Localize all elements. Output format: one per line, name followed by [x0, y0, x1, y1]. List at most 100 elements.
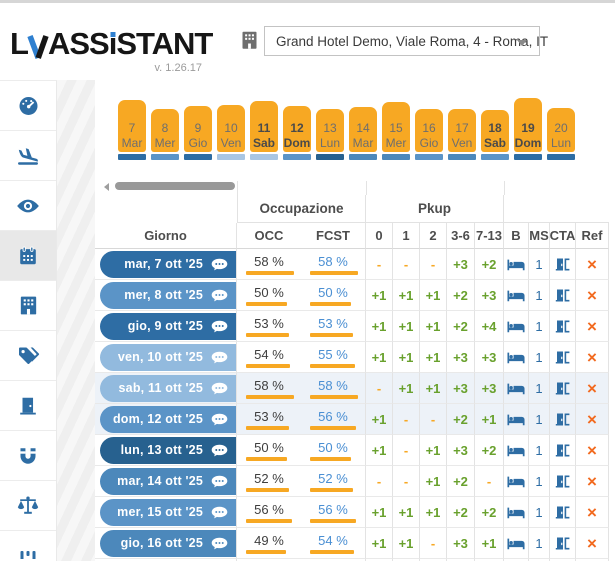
- day-pill[interactable]: mar, 14 ott '25: [100, 467, 236, 495]
- sidebar-item-hotel[interactable]: [0, 281, 56, 331]
- scroll-left-icon[interactable]: [104, 183, 109, 191]
- comment-icon[interactable]: [211, 351, 228, 364]
- date-chip[interactable]: 8 Mer: [151, 109, 179, 160]
- date-chip[interactable]: 18 Sab: [481, 110, 509, 160]
- table-column-header: Giorno OCC FCST 0 1 2 3-6 7-13 B MS CTA …: [95, 223, 609, 249]
- date-chip[interactable]: 12 Dom: [283, 106, 311, 160]
- bed-icon[interactable]: [507, 537, 525, 550]
- sidebar-item-magnet[interactable]: [0, 431, 56, 481]
- date-chip-number: 15: [389, 121, 403, 135]
- ms-value: 1: [529, 311, 550, 342]
- bed-icon[interactable]: [507, 475, 525, 488]
- day-pill[interactable]: mar, 7 ott '25: [100, 250, 236, 278]
- date-chip[interactable]: 15 Mer: [382, 102, 410, 160]
- delete-x-icon[interactable]: ×: [587, 347, 597, 367]
- door-open-icon[interactable]: [555, 319, 571, 334]
- fcst-value: 56 %: [318, 502, 348, 517]
- day-pill[interactable]: dom, 12 ott '25: [100, 405, 236, 433]
- door-open-icon[interactable]: [555, 443, 571, 458]
- pickup-2-value: +1: [420, 435, 447, 466]
- date-chip[interactable]: 10 Ven: [217, 105, 245, 160]
- delete-x-icon[interactable]: ×: [587, 440, 597, 460]
- pickup-0-value: -: [366, 249, 393, 280]
- door-open-icon[interactable]: [555, 288, 571, 303]
- date-chip[interactable]: 16 Gio: [415, 109, 443, 160]
- background-texture: [57, 80, 95, 561]
- bed-icon[interactable]: [507, 258, 525, 271]
- giorno-cell: mar, 14 ott '25: [95, 466, 237, 497]
- bed-icon[interactable]: [507, 506, 525, 519]
- pickup-2-value: +1: [420, 280, 447, 311]
- sidebar-item-arrivals[interactable]: [0, 131, 56, 181]
- cta-cell: [550, 311, 576, 342]
- sidebar-item-dashboard[interactable]: [0, 81, 56, 131]
- comment-icon[interactable]: [211, 320, 228, 333]
- comment-icon[interactable]: [211, 289, 228, 302]
- day-pill[interactable]: gio, 16 ott '25: [100, 529, 236, 557]
- date-chip[interactable]: 13 Lun: [316, 109, 344, 160]
- day-pill[interactable]: sab, 11 ott '25: [100, 374, 236, 402]
- bed-icon[interactable]: [507, 444, 525, 457]
- day-pill[interactable]: mer, 8 ott '25: [100, 281, 236, 309]
- door-open-icon[interactable]: [555, 474, 571, 489]
- ref-cell: ×: [576, 528, 609, 559]
- day-pill[interactable]: ven, 10 ott '25: [100, 343, 236, 371]
- occ-bar: [246, 457, 287, 461]
- bed-icon[interactable]: [507, 413, 525, 426]
- delete-x-icon[interactable]: ×: [587, 316, 597, 336]
- delete-x-icon[interactable]: ×: [587, 409, 597, 429]
- pickup-1-value: -: [393, 249, 420, 280]
- sidebar-item-compare[interactable]: [0, 481, 56, 531]
- comment-icon[interactable]: [211, 537, 228, 550]
- fcst-bar: [310, 550, 354, 554]
- date-chip[interactable]: 20 Lun: [547, 108, 575, 160]
- date-chip[interactable]: 17 Ven: [448, 109, 476, 160]
- sidebar-item-rates[interactable]: [0, 331, 56, 381]
- door-open-icon[interactable]: [555, 381, 571, 396]
- date-chip[interactable]: 11 Sab: [250, 101, 278, 160]
- sidebar-item-watchlist[interactable]: [0, 181, 56, 231]
- date-bar: 18 Sab: [481, 110, 509, 152]
- date-chip[interactable]: 14 Mar: [349, 107, 377, 160]
- door-open-icon[interactable]: [555, 350, 571, 365]
- delete-x-icon[interactable]: ×: [587, 254, 597, 274]
- delete-x-icon[interactable]: ×: [587, 378, 597, 398]
- comment-icon[interactable]: [211, 444, 228, 457]
- sidebar-item-rooms[interactable]: [0, 381, 56, 431]
- bed-icon[interactable]: [507, 351, 525, 364]
- sidebar: [0, 80, 57, 561]
- door-open-icon[interactable]: [555, 505, 571, 520]
- date-chip[interactable]: 19 Dom: [514, 98, 542, 160]
- comment-icon[interactable]: [211, 475, 228, 488]
- comment-icon[interactable]: [211, 413, 228, 426]
- occ-value: 56 %: [254, 502, 284, 517]
- day-pill[interactable]: gio, 9 ott '25: [100, 312, 236, 340]
- door-open-icon[interactable]: [555, 257, 571, 272]
- date-scrollbar-handle[interactable]: [115, 182, 235, 190]
- door-open-icon[interactable]: [555, 536, 571, 551]
- bed-icon[interactable]: [507, 320, 525, 333]
- day-pill[interactable]: lun, 13 ott '25: [100, 436, 236, 464]
- delete-x-icon[interactable]: ×: [587, 502, 597, 522]
- comment-icon[interactable]: [211, 382, 228, 395]
- fcst-cell: 55 %: [301, 342, 366, 373]
- bed-icon[interactable]: [507, 382, 525, 395]
- sidebar-item-calendar[interactable]: [0, 231, 56, 281]
- delete-x-icon[interactable]: ×: [587, 285, 597, 305]
- door-open-icon[interactable]: [555, 412, 571, 427]
- pickup-1-value: +1: [393, 311, 420, 342]
- delete-x-icon[interactable]: ×: [587, 533, 597, 553]
- delete-x-icon[interactable]: ×: [587, 471, 597, 491]
- pickup-3-6-value: [447, 559, 475, 561]
- table-row: mer, 15 ott '25 56 % 56 % +1 +1 +1 +2 +2: [95, 497, 609, 528]
- column-guide: [366, 181, 367, 195]
- occ-value: 50 %: [254, 440, 284, 455]
- day-pill[interactable]: mer, 15 ott '25: [100, 498, 236, 526]
- date-chip[interactable]: 7 Mar: [118, 100, 146, 160]
- comment-icon[interactable]: [211, 258, 228, 271]
- bed-icon[interactable]: [507, 289, 525, 302]
- hotel-selector[interactable]: Grand Hotel Demo, Viale Roma, 4 - Roma, …: [264, 26, 548, 56]
- comment-icon[interactable]: [211, 506, 228, 519]
- sidebar-item-settings[interactable]: [0, 531, 56, 559]
- date-chip[interactable]: 9 Gio: [184, 106, 212, 160]
